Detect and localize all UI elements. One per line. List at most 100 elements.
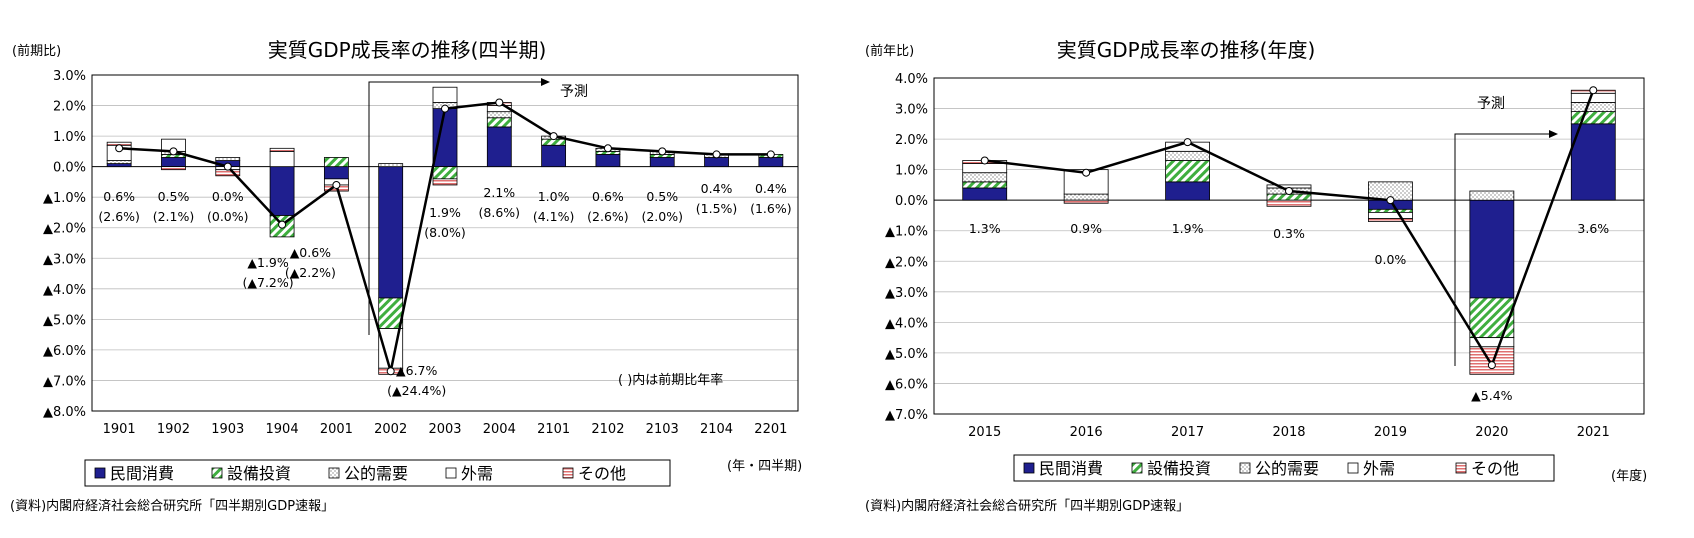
x-tick-label: 2004 [483, 422, 516, 437]
annual-source: (資料)内閣府経済社会総合研究所「四半期別GDP速報」 [865, 498, 1189, 514]
annualized-label: (2.6%) [587, 209, 629, 224]
annualized-label: (1.6%) [750, 201, 792, 216]
bar-segment [432, 166, 458, 180]
legend-swatch [1131, 462, 1143, 474]
legend-swatch [1347, 462, 1359, 474]
y-tick-label: 3.0% [53, 69, 86, 84]
annual-bars [962, 89, 1616, 375]
bar-segment [106, 160, 132, 164]
bar-segment [161, 157, 186, 168]
bar-segment [486, 126, 512, 168]
data-label: 0.3% [1273, 226, 1305, 241]
x-tick-label: 2015 [968, 425, 1001, 440]
total-point [658, 147, 667, 156]
legend-label: 設備投資 [227, 464, 291, 483]
bar-segment [1063, 193, 1109, 201]
data-label: 3.6% [1577, 221, 1609, 236]
bar-segment [1063, 199, 1109, 204]
total-point [603, 144, 612, 153]
quarterly-forecast-label: 予測 [560, 84, 588, 100]
quarterly-forecast-divider [368, 81, 541, 335]
x-tick-label: 2017 [1171, 425, 1204, 440]
total-point [1082, 168, 1091, 177]
bar-segment [758, 157, 784, 168]
quarterly-forecast-arrow [541, 78, 550, 86]
quarterly-data-labels: 0.6% (2.6%) 0.5% (2.1%) 0.0% (0.0%) ▲1.9% (▲7.2… [98, 181, 791, 398]
annualized-label: (▲2.2%) [285, 265, 336, 280]
total-point [1589, 86, 1598, 95]
bar-segment [486, 111, 512, 119]
legend-swatch [94, 467, 106, 479]
y-tick-label: ▲7.0% [43, 374, 86, 389]
x-tick-label: 1902 [157, 422, 190, 437]
total-point [766, 150, 775, 159]
y-tick-label: 1.0% [53, 130, 86, 145]
bar-segment [432, 108, 458, 168]
x-tick-label: 2101 [537, 422, 570, 437]
x-tick-label: 2016 [1070, 425, 1103, 440]
total-point [278, 220, 287, 229]
y-tick-label: 2.0% [53, 100, 86, 115]
annualized-label: (2.0%) [641, 209, 683, 224]
data-label: 1.9% [1172, 221, 1204, 236]
legend-label: 設備投資 [1147, 459, 1211, 478]
total-point [495, 98, 504, 107]
legend-swatch [1023, 462, 1035, 474]
total-point [386, 367, 395, 376]
annualized-label: (1.5%) [696, 201, 738, 216]
data-label: 0.6% [592, 189, 624, 204]
legend-label: 民間消費 [1039, 459, 1103, 478]
data-label: ▲1.9% [247, 255, 288, 270]
quarterly-source: (資料)内閣府経済社会総合研究所「四半期別GDP速報」 [10, 498, 334, 514]
legend-swatch [562, 467, 574, 479]
quarterly-ylabel: (前期比) [12, 43, 61, 59]
quarterly-note: ( )内は前期比年率 [618, 372, 723, 388]
bar-segment [432, 86, 458, 103]
bar-segment [962, 163, 1008, 174]
y-tick-label: ▲7.0% [885, 408, 928, 423]
annual-ylabel: (前年比) [865, 43, 914, 59]
total-point [1183, 138, 1192, 147]
data-label: 0.0% [1375, 252, 1407, 267]
data-label: ▲5.4% [1471, 388, 1512, 403]
data-label: 0.4% [701, 181, 733, 196]
legend-label: その他 [578, 464, 626, 483]
legend-label: その他 [1471, 459, 1519, 478]
bar-segment [378, 166, 404, 299]
legend-swatch [211, 467, 223, 479]
bar-segment [106, 163, 132, 168]
annual-x-tick-labels: 2015 2016 2017 2018 2019 2020 2021 [968, 425, 1610, 440]
data-label: 1.9% [429, 205, 461, 220]
annual-title: 実質GDP成長率の推移(年度) [1057, 38, 1316, 62]
data-label: 1.3% [969, 221, 1001, 236]
data-label: 0.0% [212, 189, 244, 204]
total-point [1285, 187, 1293, 196]
y-tick-label: 2.0% [895, 133, 928, 148]
data-label: 0.9% [1070, 221, 1102, 236]
annualized-label: (2.1%) [153, 209, 195, 224]
bar-segment [323, 157, 349, 168]
legend-label: 公的需要 [344, 464, 408, 483]
legend-swatch [445, 467, 457, 479]
y-tick-label: 3.0% [895, 103, 928, 118]
y-tick-label: ▲6.0% [43, 344, 86, 359]
bar-segment [595, 154, 621, 168]
y-tick-label: 4.0% [895, 72, 928, 87]
quarterly-chart: 実質GDP成長率の推移(四半期) (前期比) 3.0% 2.0% 1.0% 0.0% ▲… [10, 38, 802, 514]
total-point [169, 147, 178, 156]
legend-label: 外需 [1363, 459, 1395, 478]
annualized-label: (▲24.4%) [387, 383, 446, 398]
annualized-label: (4.1%) [533, 209, 575, 224]
quarterly-total-line [115, 98, 775, 376]
annual-data-labels: 1.3% 0.9% 1.9% 0.3% 0.0% ▲5.4% 3.6% [969, 221, 1609, 403]
total-point [712, 150, 721, 159]
bar-segment [1165, 160, 1210, 183]
bar-segment [1570, 102, 1616, 112]
annualized-label: (2.6%) [98, 209, 140, 224]
bar-segment [486, 117, 512, 128]
total-point [1487, 361, 1496, 370]
bar-segment [269, 150, 295, 168]
x-tick-label: 2102 [591, 422, 624, 437]
bar-segment [704, 157, 729, 168]
